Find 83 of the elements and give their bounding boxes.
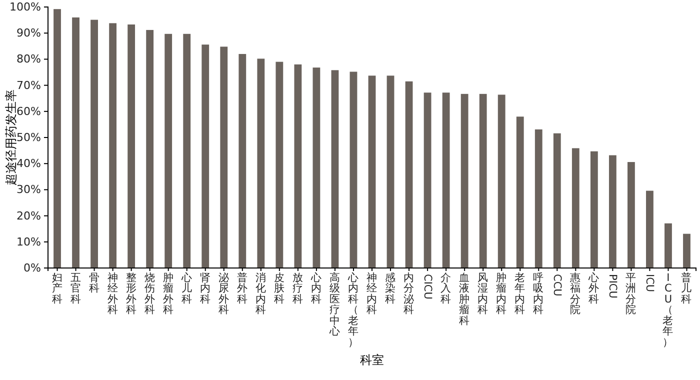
x-tick-label: 骨科 (88, 272, 100, 295)
x-tick-label: 介入科 (440, 272, 452, 306)
x-tick-label: 肾内科 (200, 272, 211, 306)
x-axis-title: 科室 (360, 353, 384, 367)
x-tick-label: PICU (606, 274, 619, 298)
x-tick-label: 高级医疗中心 (328, 271, 340, 338)
x-tick-label: 放疗科 (292, 272, 304, 306)
x-tick-label: 肿瘤外科 (162, 272, 174, 316)
bar (146, 30, 154, 268)
x-tick-label: 风湿内科 (478, 272, 489, 316)
y-tick-label: 100% (10, 0, 41, 14)
x-tick-label: 五官科 (70, 272, 82, 306)
bar (350, 72, 358, 268)
y-tick-label: 30% (16, 183, 41, 196)
x-tick-label: CCU (551, 274, 564, 296)
x-tick-label: 心儿科 (180, 271, 192, 306)
x-tick-label: 老年内科 (514, 271, 526, 316)
x-tick-label: 心内科（老年） (346, 271, 359, 348)
x-tick-label: ICU（老年） (662, 272, 674, 348)
x-tick-label: 神经外科 (107, 271, 118, 316)
x-tick-label: 呼吸内科 (533, 271, 544, 316)
y-tick-label: 10% (16, 235, 41, 248)
x-tick-label: 肿瘤内科 (496, 272, 508, 316)
bar (460, 94, 468, 268)
bar (405, 81, 413, 268)
x-tick-label: 心外科 (588, 271, 600, 306)
bar (683, 234, 690, 268)
bar (109, 23, 117, 268)
bar (646, 190, 654, 268)
y-axis-title: 超途径用药发生率 (4, 90, 18, 186)
bar (590, 151, 598, 268)
bar (442, 92, 450, 268)
y-tick-label: 20% (16, 209, 41, 222)
bar (608, 155, 616, 268)
bar (553, 133, 561, 268)
x-tick-label: CICU (422, 274, 434, 300)
bar (664, 223, 672, 268)
x-tick-label: 皮肤科 (274, 271, 285, 306)
x-tick-label: 妇产科 (52, 272, 63, 306)
bar (220, 46, 228, 268)
bar (90, 20, 98, 268)
bar (238, 54, 246, 268)
bar (164, 34, 172, 268)
bar (276, 62, 284, 268)
bar (368, 76, 376, 268)
bar (312, 68, 320, 268)
x-tick-label: 惠福分院 (569, 271, 582, 316)
y-tick-label: 50% (16, 131, 41, 144)
x-tick-label: ICU (644, 274, 656, 292)
x-tick-label: 烧伤外科 (144, 271, 156, 316)
bar (183, 34, 191, 268)
x-tick-label: 心内科 (310, 271, 322, 306)
y-tick-label: 80% (16, 52, 41, 66)
y-tick-label: 60% (16, 104, 41, 118)
bar (424, 92, 432, 268)
y-tick-label: 70% (16, 78, 41, 92)
bar (516, 116, 524, 268)
bar (479, 94, 487, 268)
bar (54, 9, 61, 268)
bar (331, 70, 339, 268)
x-tick-label: 平洲分院 (626, 272, 637, 316)
bar (257, 58, 265, 268)
bar (202, 44, 210, 268)
bar (534, 129, 542, 268)
y-tick-label: 90% (16, 26, 41, 40)
bar (572, 148, 580, 268)
bar (128, 24, 136, 268)
bar (72, 17, 80, 268)
x-tick-label: 整形外科 (126, 272, 137, 316)
bar (627, 162, 635, 268)
x-tick-label: 消化内科 (255, 271, 266, 316)
x-tick-label: 内分泌科 (404, 271, 415, 316)
x-tick-label: 泌尿外科 (218, 272, 230, 316)
x-tick-label: 普儿科 (681, 271, 692, 306)
y-tick-label: 40% (16, 157, 41, 170)
bar (386, 76, 394, 268)
x-tick-label: 神经内科 (366, 271, 378, 316)
bar (294, 64, 302, 268)
bar (498, 94, 506, 268)
y-tick-label: 0% (24, 262, 41, 275)
x-tick-label: 血液肿瘤科 (459, 272, 470, 328)
x-tick-label: 普外科 (236, 271, 248, 306)
x-tick-label: 感染科 (385, 271, 396, 306)
